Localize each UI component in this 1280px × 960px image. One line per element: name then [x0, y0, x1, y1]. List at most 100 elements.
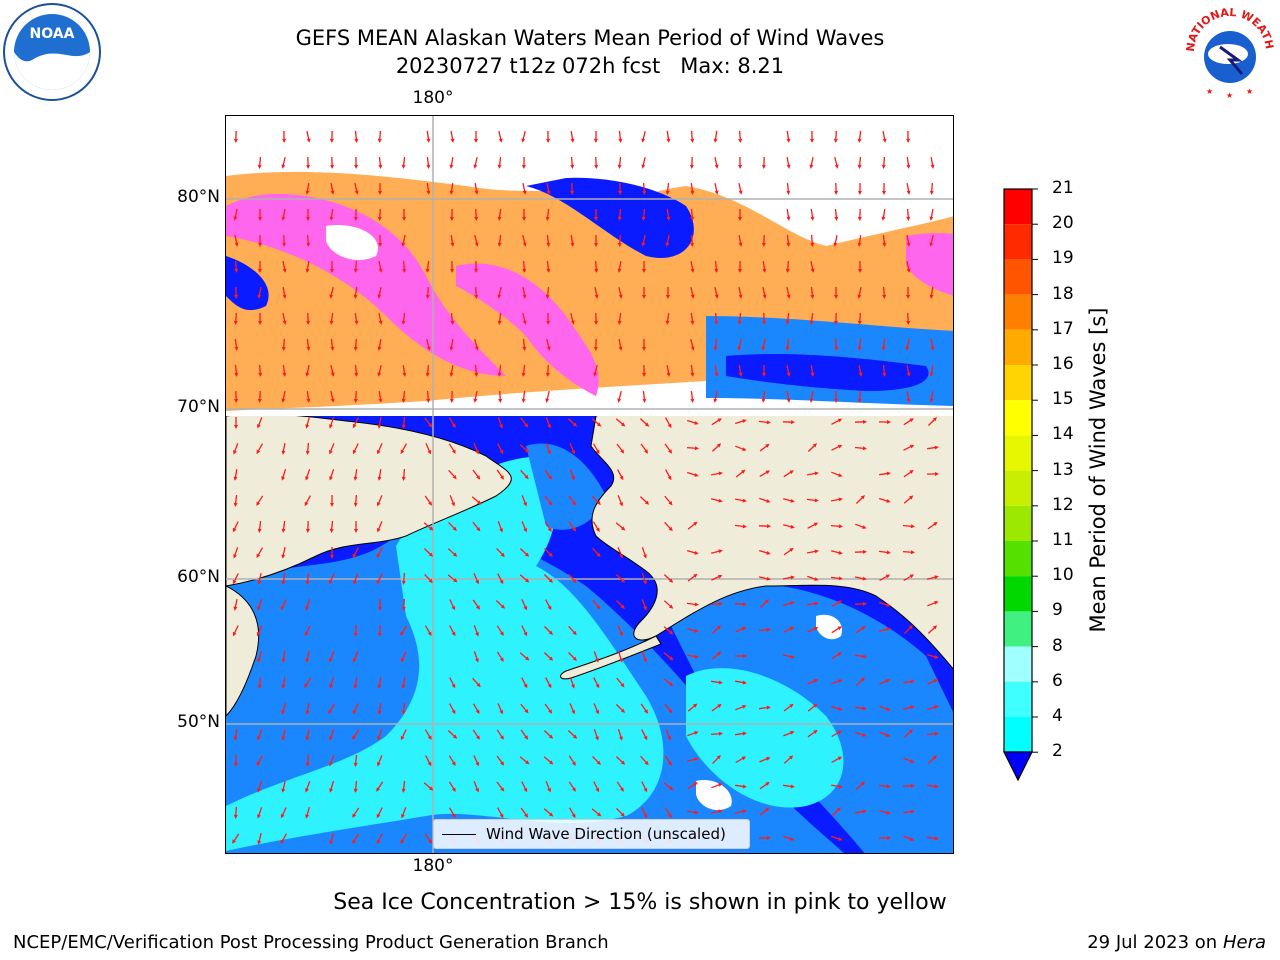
direction-arrow: [521, 521, 527, 533]
colorbar-tick-label: 8: [1052, 635, 1063, 656]
direction-arrow: [234, 390, 239, 403]
direction-arrow: [401, 572, 406, 585]
direction-arrow: [305, 702, 310, 715]
direction-arrow: [569, 443, 575, 455]
colorbar-segment: [1004, 435, 1032, 471]
direction-arrow: [353, 651, 359, 663]
direction-arrow: [306, 312, 311, 325]
direction-arrow: [593, 365, 598, 377]
direction-arrow: [353, 286, 358, 299]
direction-arrow: [546, 130, 551, 143]
direction-arrow: [734, 524, 747, 529]
direction-arrow: [306, 234, 311, 247]
direction-arrow: [738, 209, 742, 221]
direction-arrow: [471, 496, 482, 505]
colorbar-segment: [1004, 717, 1032, 753]
direction-arrow: [474, 131, 478, 143]
direction-arrow: [256, 495, 264, 506]
direction-arrow: [666, 286, 670, 299]
direction-arrow: [354, 313, 359, 325]
direction-arrow: [400, 625, 408, 636]
direction-arrow: [906, 390, 911, 403]
direction-arrow: [448, 781, 456, 792]
direction-arrow: [855, 495, 865, 504]
direction-arrow: [329, 755, 335, 767]
svg-text:★: ★: [1246, 87, 1253, 96]
direction-arrow: [257, 390, 262, 403]
direction-arrow: [305, 599, 311, 611]
direction-arrow: [663, 574, 674, 583]
direction-arrow: [857, 208, 862, 221]
direction-arrow: [450, 260, 455, 273]
colorbar-tick-label: 21: [1052, 178, 1074, 198]
map-gridlines: [226, 116, 953, 853]
colorbar-segment: [1004, 365, 1032, 401]
direction-arrow: [568, 755, 576, 766]
direction-arrow: [305, 520, 310, 533]
direction-arrow: [232, 625, 239, 637]
direction-arrow: [882, 182, 886, 195]
direction-arrow: [713, 390, 718, 403]
direction-arrow: [377, 729, 383, 741]
direction-arrow: [305, 260, 310, 273]
direction-arrow: [377, 495, 383, 507]
direction-arrow: [687, 782, 698, 790]
colorbar-extend-triangle: [1003, 751, 1033, 782]
direction-arrow: [833, 312, 838, 325]
direction-arrow: [543, 574, 553, 583]
direction-arrow: [448, 469, 457, 480]
direction-arrow: [759, 599, 769, 608]
ocean-ice-gap-blue: [526, 177, 694, 258]
direction-arrow: [834, 208, 839, 221]
direction-arrow: [449, 156, 454, 169]
direction-arrow: [544, 547, 553, 557]
direction-arrow: [496, 755, 505, 766]
direction-arrow: [690, 234, 695, 247]
direction-arrow: [449, 677, 456, 689]
land-siberia: [226, 413, 512, 587]
direction-arrow: [879, 497, 891, 503]
direction-arrow: [545, 417, 551, 429]
direction-arrow: [616, 807, 625, 817]
direction-arrow: [352, 807, 360, 818]
direction-arrow: [712, 755, 721, 765]
direction-arrow: [498, 130, 503, 143]
direction-arrow: [400, 833, 408, 844]
direction-arrow: [906, 234, 911, 247]
noaa-logo: NOAA: [2, 2, 102, 102]
direction-arrow: [711, 443, 722, 452]
direction-arrow: [831, 730, 843, 738]
direction-arrow: [879, 810, 891, 815]
direction-arrow: [233, 312, 238, 325]
direction-arrow: [786, 390, 791, 403]
footer-date-text: 29 Jul 2023 on: [1087, 932, 1218, 953]
direction-arrow: [426, 156, 431, 169]
direction-arrow: [522, 312, 527, 325]
direction-arrow: [617, 390, 622, 403]
direction-arrow: [833, 130, 838, 143]
direction-arrow: [929, 390, 934, 403]
colorbar-segment: [1004, 576, 1032, 612]
direction-arrow: [306, 209, 310, 221]
direction-arrow: [233, 494, 238, 507]
direction-arrow: [569, 677, 575, 689]
direction-arrow: [257, 832, 262, 845]
direction-arrow: [401, 468, 406, 481]
direction-arrow: [354, 364, 359, 377]
direction-arrow: [496, 729, 504, 740]
direction-arrow: [282, 364, 287, 377]
direction-arrow: [424, 625, 432, 636]
direction-arrow: [376, 833, 383, 845]
direction-arrow: [786, 208, 791, 221]
direction-arrow: [474, 286, 479, 299]
direction-arrow: [617, 469, 624, 481]
direction-arrow: [544, 521, 552, 532]
direction-arrow: [519, 548, 530, 557]
sea-ice-pink-west: [226, 194, 506, 376]
direction-arrow: [858, 364, 863, 377]
direction-arrow: [354, 521, 358, 533]
direction-arrow: [902, 809, 915, 814]
direction-arrow: [786, 234, 791, 247]
direction-arrow: [686, 810, 699, 815]
direction-arrow: [329, 651, 335, 663]
